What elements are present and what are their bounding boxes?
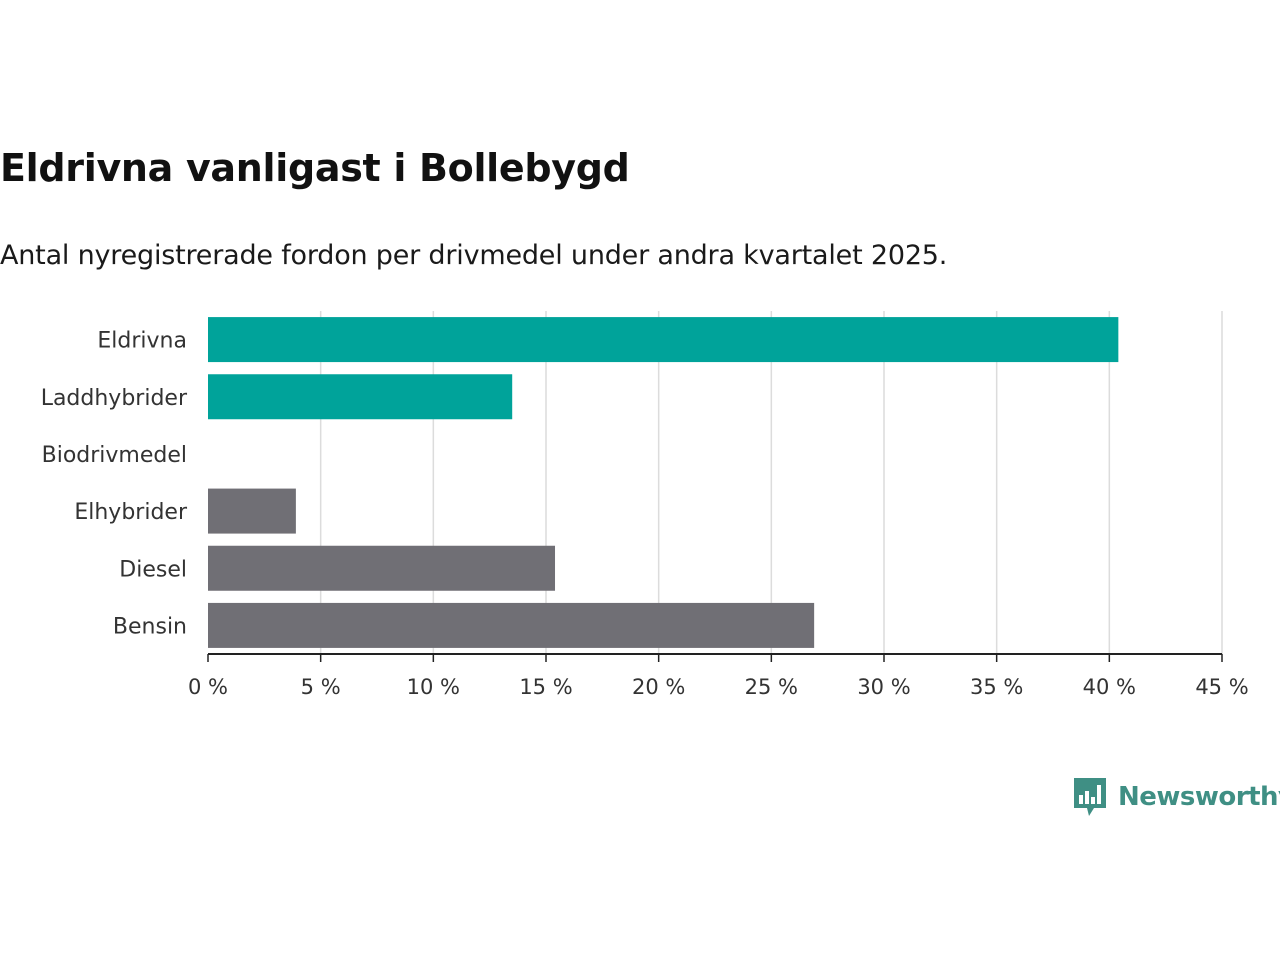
category-label: Eldrivna [97,329,187,354]
category-label: Laddhybrider [41,386,188,411]
category-labels: Eldrivna Laddhybrider Biodrivmedel Elhybrid… [41,329,188,640]
x-tick-label: 35 % [970,675,1023,699]
newsworthy-logo: Newsworthy [1072,776,1280,818]
x-tick-label: 5 % [301,675,341,699]
bar-laddhybrider [208,374,513,420]
bar-chart-speech-bubble-icon [1074,778,1106,816]
bar-eldrivna [208,317,1119,363]
bar-bensin [208,602,815,648]
x-tick-label: 0 % [188,675,228,699]
x-tick-label: 15 % [519,675,572,699]
chart-subtitle: Antal nyregistrerade fordon per drivmede… [0,240,948,271]
category-label: Elhybrider [74,500,188,525]
chart-title: Eldrivna vanligast i Bollebygd [0,146,630,190]
x-tick-label: 30 % [857,675,910,699]
x-tick-label: 20 % [632,675,685,699]
bars [208,317,1119,648]
x-tick-label: 40 % [1083,675,1136,699]
category-label: Bensin [113,614,187,639]
brand-name: Newsworthy [1118,782,1280,812]
category-label: Biodrivmedel [42,443,187,468]
bar-diesel [208,545,556,591]
gridlines [319,311,1223,654]
x-tick-label: 10 % [407,675,460,699]
bar-chart: Eldrivna Laddhybrider Biodrivmedel Elhybrid… [41,311,1249,699]
x-tick-label: 45 % [1195,675,1248,699]
x-axis: 0 % 5 % 10 % 15 % 20 % 25 % 30 % 35 % 40 % 45 % [188,653,1249,699]
bar-elhybrider [208,488,296,534]
x-tick-label: 25 % [745,675,798,699]
category-label: Diesel [119,557,187,582]
